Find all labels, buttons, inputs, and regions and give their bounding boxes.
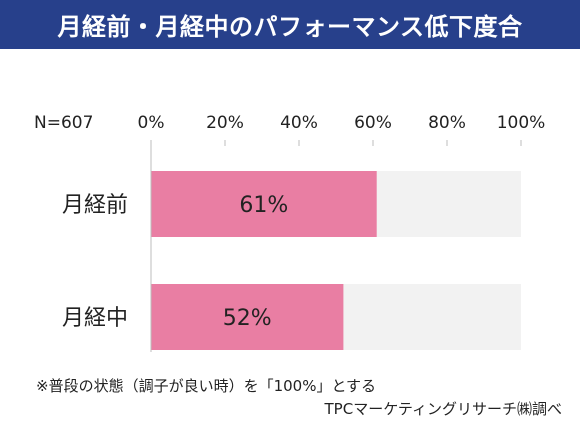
- chart-title: 月経前・月経中のパフォーマンス低下度合: [0, 0, 580, 49]
- sample-size-label: N=607: [34, 113, 93, 133]
- footnote: ※普段の状態（調子が良い時）を「100%」とする: [36, 377, 377, 395]
- x-tick-label: 100%: [497, 113, 546, 133]
- value-label: 52%: [223, 306, 272, 331]
- x-tick-label: 60%: [354, 113, 392, 133]
- value-label: 61%: [239, 193, 288, 218]
- category-label: 月経前: [62, 193, 128, 218]
- x-tick-label: 80%: [428, 113, 466, 133]
- bar-during-period: [151, 284, 344, 350]
- x-tick-label: 40%: [280, 113, 318, 133]
- source-credit: TPCマーケティングリサーチ㈱調べ: [324, 400, 562, 418]
- x-tick-label: 0%: [138, 113, 165, 133]
- bar-before-period: [151, 171, 377, 237]
- x-tick-label: 20%: [206, 113, 244, 133]
- category-label: 月経中: [62, 306, 128, 331]
